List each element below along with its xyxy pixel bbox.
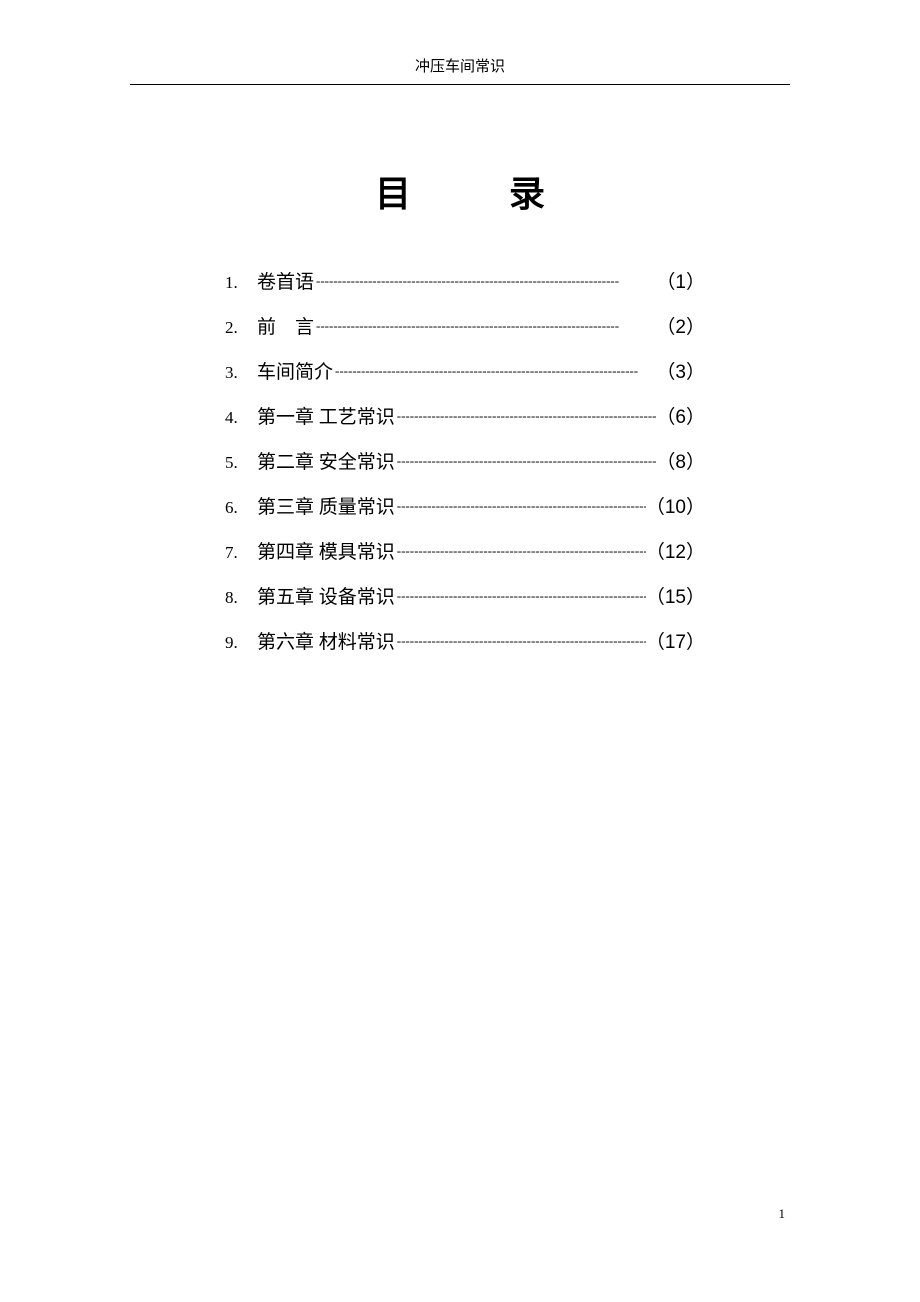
toc-leader: ----------------------------------------… [314,318,656,334]
toc-leader: ----------------------------------------… [395,498,646,514]
toc-number: 2. [225,318,257,338]
toc-item: 2. 前 言 ---------------------------------… [225,312,705,339]
toc-leader: ----------------------------------------… [395,543,646,559]
toc-leader: ----------------------------------------… [395,633,646,649]
toc-item: 8. 第五章 设备常识 ----------------------------… [225,582,705,609]
toc-number: 9. [225,633,257,653]
page-header: 冲压车间常识 [130,0,790,85]
toc-leader: ----------------------------------------… [395,588,646,604]
toc-item: 4. 第一章 工艺常识 ----------------------------… [225,402,705,429]
toc-item: 5. 第二章 安全常识 ----------------------------… [225,447,705,474]
toc-leader: ----------------------------------------… [333,363,656,379]
toc-page: （8） [656,447,705,474]
toc-item: 1. 卷首语 ---------------------------------… [225,267,705,294]
toc-label: 第五章 设备常识 [257,582,395,609]
title-char-2: 录 [509,173,545,214]
toc-page: （17） [646,627,705,654]
toc-label: 第四章 模具常识 [257,537,395,564]
toc-item: 3. 车间简介 --------------------------------… [225,357,705,384]
toc-leader: ----------------------------------------… [395,453,657,469]
toc-item: 7. 第四章 模具常识 ----------------------------… [225,537,705,564]
toc-page: （2） [656,312,705,339]
toc-item: 6. 第三章 质量常识 ----------------------------… [225,492,705,519]
title-char-1: 目 [375,173,411,214]
main-title: 目 录 [0,165,920,217]
toc-label: 第三章 质量常识 [257,492,395,519]
toc-page: （12） [646,537,705,564]
toc-label: 第二章 安全常识 [257,447,395,474]
toc-page: （1） [656,267,705,294]
toc-page: （6） [656,402,705,429]
toc-page: （15） [646,582,705,609]
toc-page: （3） [656,357,705,384]
toc-number: 1. [225,273,257,293]
toc-leader: ----------------------------------------… [314,273,656,289]
header-title: 冲压车间常识 [415,59,505,75]
toc-label: 卷首语 [257,267,314,294]
toc-item: 9. 第六章 材料常识 ----------------------------… [225,627,705,654]
toc-page: （10） [646,492,705,519]
toc-label: 车间简介 [257,357,333,384]
toc-number: 8. [225,588,257,608]
toc-label: 第一章 工艺常识 [257,402,395,429]
toc-label: 前 言 [257,312,314,339]
toc-number: 7. [225,543,257,563]
toc-list: 1. 卷首语 ---------------------------------… [215,267,705,654]
toc-number: 6. [225,498,257,518]
toc-label: 第六章 材料常识 [257,627,395,654]
page-number: 1 [779,1206,786,1222]
toc-leader: ----------------------------------------… [395,408,657,424]
toc-number: 4. [225,408,257,428]
toc-number: 3. [225,363,257,383]
toc-number: 5. [225,453,257,473]
